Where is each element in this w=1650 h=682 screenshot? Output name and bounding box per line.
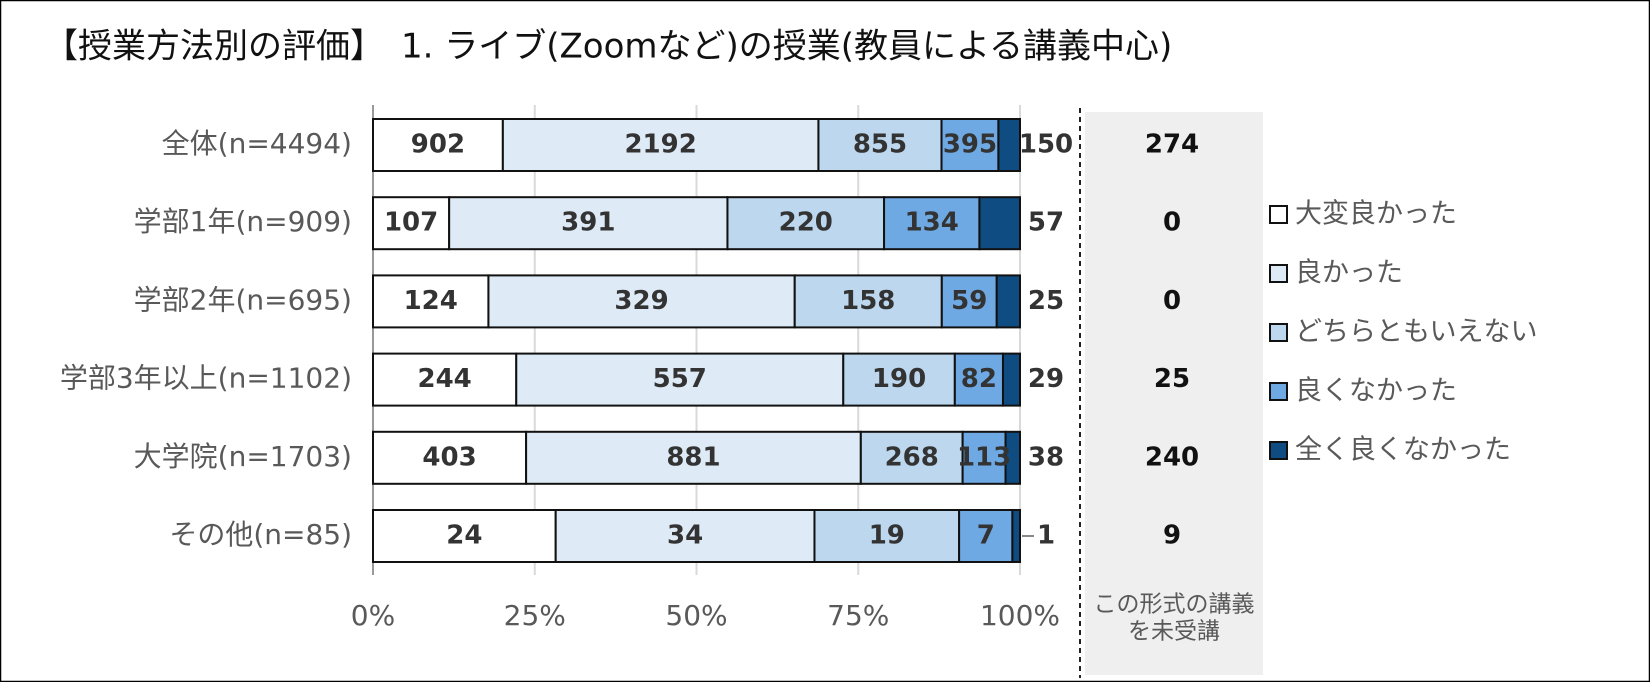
- bar-segment: [501, 118, 820, 172]
- y-tick-label: 全体(n=4494): [162, 127, 352, 160]
- bar-segment: [372, 118, 504, 172]
- legend-label: どちらともいえない: [1295, 317, 1537, 348]
- data-label: 190: [872, 364, 926, 394]
- data-label: 391: [561, 208, 615, 238]
- data-label: 403: [422, 442, 476, 472]
- bar-segment: [813, 509, 961, 563]
- y-tick-label: 学部1年(n=909): [134, 205, 352, 238]
- data-label: 557: [653, 364, 707, 394]
- data-label: 881: [666, 442, 720, 472]
- data-label: 124: [404, 286, 458, 316]
- untaken-value: 0: [1163, 208, 1181, 238]
- y-tick-label: 大学院(n=1703): [134, 440, 352, 473]
- bar-segment: [525, 430, 862, 485]
- bar-segment: [961, 430, 1007, 485]
- bar-segment: [997, 118, 1022, 172]
- untaken-label: を未受講: [1128, 619, 1220, 645]
- bar-segment: [1011, 509, 1022, 563]
- bar-segment: [1004, 430, 1021, 485]
- untaken-label: この形式の講義: [1094, 592, 1255, 618]
- data-label lab: 38: [1028, 442, 1064, 472]
- y-tick-label: 学部3年以上(n=1102): [60, 362, 352, 395]
- legend-label: 良かった: [1295, 258, 1403, 289]
- untaken-value: 240: [1145, 442, 1199, 472]
- untaken-value: 0: [1163, 286, 1181, 316]
- data-label: 2192: [624, 130, 696, 160]
- data-label: 220: [779, 208, 833, 238]
- bar-segment: [883, 196, 981, 251]
- legend-swatch: [1269, 323, 1288, 342]
- bar-segment: [487, 274, 796, 329]
- untaken-panel: [1085, 112, 1263, 675]
- legend-swatch: [1269, 205, 1288, 224]
- data-label: 107: [384, 208, 438, 238]
- data-label: 134: [905, 208, 959, 238]
- bar-segment: [554, 509, 816, 563]
- bar-segment: [372, 509, 557, 563]
- bar-segment: [940, 118, 1000, 172]
- legend-label: 全く良くなかった: [1295, 435, 1511, 466]
- data-label lab: 57: [1028, 208, 1064, 238]
- y-tick-label: 学部2年(n=695): [134, 283, 352, 316]
- legend-swatch: [1269, 441, 1288, 460]
- bar-segment: [859, 430, 964, 485]
- data-label lab: 150: [1019, 130, 1073, 160]
- bar-segment: [995, 274, 1022, 329]
- data-label: 113: [957, 442, 1011, 472]
- x-tick-label: 100%: [980, 599, 1060, 632]
- x-tick-label: 0%: [351, 599, 395, 632]
- data-label: 24: [446, 521, 482, 551]
- data-label lab: 25: [1028, 286, 1064, 316]
- data-label: 902: [411, 130, 465, 160]
- legend-label: 大変良かった: [1295, 199, 1457, 230]
- bar-segment: [978, 196, 1021, 251]
- x-tick-label: 25%: [504, 599, 566, 632]
- bar-segment: [953, 352, 1004, 407]
- legend-swatch: [1269, 264, 1288, 283]
- x-tick-label: 50%: [665, 599, 727, 632]
- bar-segment: [793, 274, 943, 329]
- bar-segment: [372, 274, 490, 329]
- data-label: 244: [417, 364, 471, 394]
- legend-swatch: [1269, 382, 1288, 401]
- data-label: 34: [667, 521, 703, 551]
- chart-title: 【授業方法別の評価】 1. ライブ(Zoomなど)の授業(教員による講義中心): [44, 27, 1172, 67]
- bar-segment: [726, 196, 886, 251]
- y-tick-label: その他(n=85): [169, 518, 352, 551]
- data-label: 268: [885, 442, 939, 472]
- data-label lab: 29: [1028, 364, 1064, 394]
- untaken-value: 25: [1154, 364, 1190, 394]
- data-label: 82: [961, 364, 997, 394]
- legend-label: 良くなかった: [1295, 376, 1457, 407]
- untaken-value: 274: [1145, 130, 1199, 160]
- bar-segment: [958, 509, 1014, 563]
- bar-segment: [1001, 352, 1022, 407]
- bar-segment: [372, 430, 528, 485]
- data-label: 158: [841, 286, 895, 316]
- data-label: 329: [614, 286, 668, 316]
- data-label: 59: [951, 286, 987, 316]
- x-tick-label: 75%: [827, 599, 889, 632]
- data-label: 7: [977, 521, 995, 551]
- data-label: 395: [943, 130, 997, 160]
- data-label: 19: [869, 521, 905, 551]
- untaken-value: 9: [1163, 521, 1181, 551]
- data-label: 855: [853, 130, 907, 160]
- data-label lab: 1: [1037, 521, 1055, 551]
